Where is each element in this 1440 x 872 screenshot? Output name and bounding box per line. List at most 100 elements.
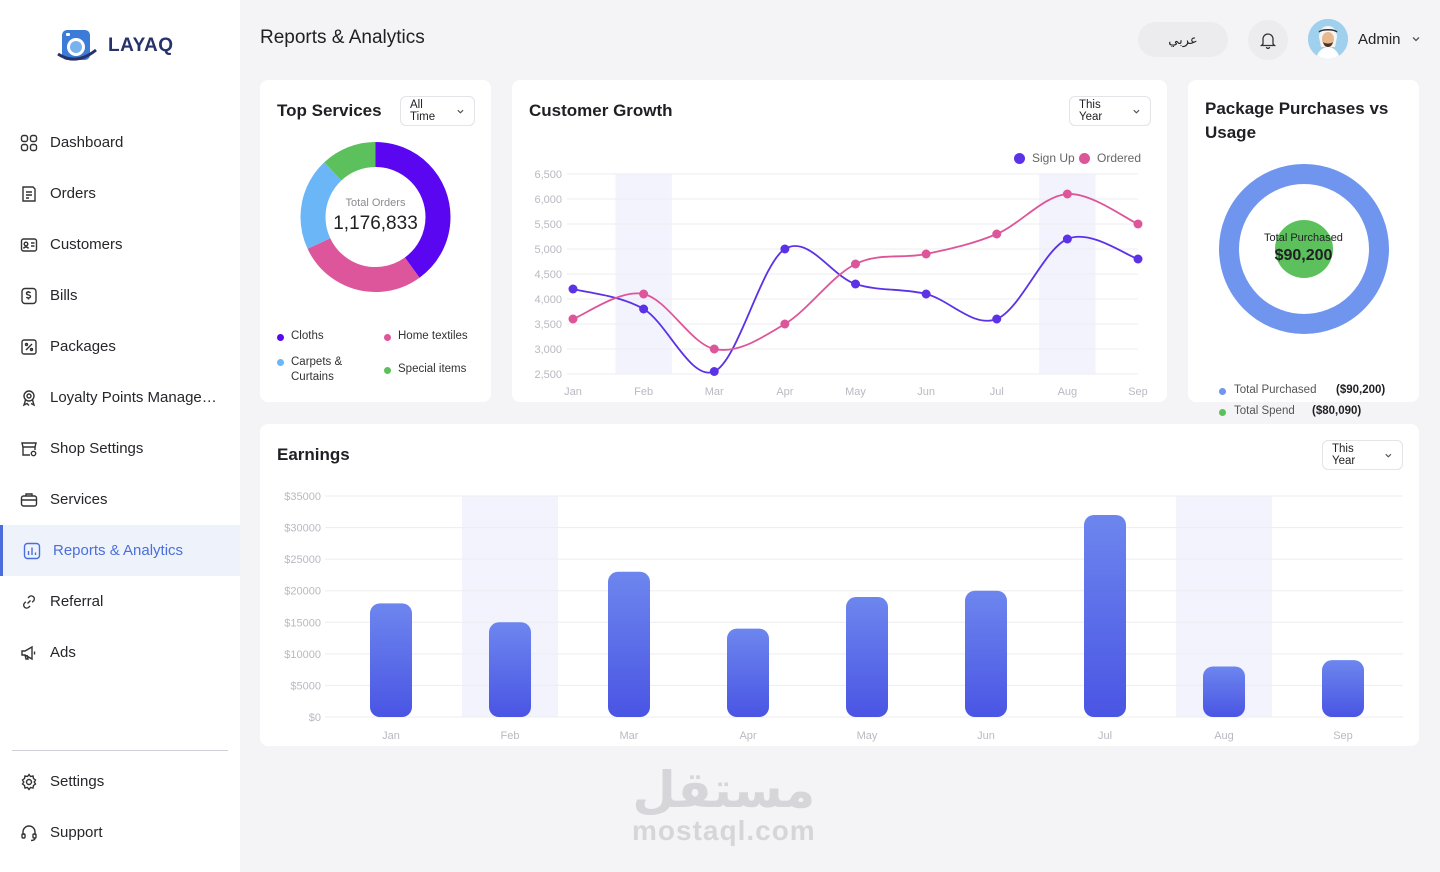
language-toggle-button[interactable]: عربي: [1138, 22, 1228, 57]
bar-mar: [608, 571, 650, 717]
legend-label: Sign Up: [1032, 151, 1075, 165]
earnings-card: Earnings This Year $0 $5000 $10000 $15000 $2…: [260, 424, 1419, 746]
data-point-ordered-may: [851, 259, 860, 269]
data-point-ordered-aug: [1062, 189, 1072, 199]
grid-icon: [20, 134, 38, 151]
x-tick-label-mar: Mar: [705, 386, 724, 398]
sidebar-item-loyalty-points[interactable]: Loyalty Points Management: [0, 372, 240, 423]
orders-icon: [22, 185, 36, 202]
x-tick-label-jul: Jul: [990, 386, 1004, 398]
data-point-sign-up-jun: [921, 289, 931, 299]
app-logo[interactable]: LAYAQ: [56, 28, 174, 64]
legend-dot: [277, 359, 284, 366]
sidebar-item-settings[interactable]: Settings: [0, 756, 240, 807]
sidebar-item-packages[interactable]: Packages: [0, 321, 240, 372]
sidebar-item-services[interactable]: Services: [0, 474, 240, 525]
sidebar-item-referral[interactable]: Referral: [0, 576, 240, 627]
sidebar-item-label: Dashboard: [50, 134, 124, 151]
legend-value: ($80,090): [1312, 405, 1362, 417]
x-tick-label-feb: Feb: [634, 386, 653, 398]
earnings-filter-dropdown[interactable]: This Year: [1322, 440, 1403, 470]
avatar: [1308, 19, 1348, 59]
bar-may: [846, 597, 888, 717]
sidebar-item-label: Reports & Analytics: [53, 542, 184, 559]
legend-label: Ordered: [1097, 151, 1142, 165]
y-tick-label: $30000: [284, 523, 321, 535]
sidebar-item-reports-analytics[interactable]: Reports & Analytics: [0, 525, 240, 576]
sidebar-item-shop-settings[interactable]: Shop Settings: [0, 423, 240, 474]
data-point-ordered-mar: [709, 344, 719, 354]
sidebar-item-orders[interactable]: Orders: [0, 168, 240, 219]
x-tick-label-mar: Mar: [620, 730, 639, 742]
y-tick-label: $25000: [284, 554, 321, 566]
data-point-sign-up-aug: [1062, 234, 1072, 244]
donut-slice-special-items: [300, 142, 451, 292]
user-menu[interactable]: Admin: [1308, 19, 1421, 59]
legend-item-ordered: Ordered: [1079, 151, 1141, 165]
legend-dot: [277, 334, 284, 341]
y-tick-label: 4,500: [534, 269, 562, 281]
top-bar: Reports & Analytics عربي Admin: [240, 0, 1440, 78]
series-line-sign-up: [572, 236, 1139, 374]
link-icon: [23, 594, 35, 609]
watermark-arabic: مستقل: [632, 761, 816, 819]
top-services-filter-dropdown[interactable]: All Time: [400, 96, 475, 126]
sidebar-bottom-nav: Settings Support: [0, 756, 240, 858]
briefcase-icon: [20, 492, 38, 507]
watermark: مستقل mostaql.com: [632, 764, 816, 846]
sidebar-item-customers[interactable]: Customers: [0, 219, 240, 270]
customer-growth-filter-dropdown[interactable]: This Year: [1069, 96, 1151, 126]
legend-item-special-items: Special items: [384, 363, 466, 375]
y-tick-label: $5000: [290, 680, 321, 692]
sidebar-item-dashboard[interactable]: Dashboard: [0, 117, 240, 168]
legend-dot: [1219, 388, 1226, 395]
filter-value: All Time: [410, 99, 436, 123]
customer-growth-line-chart: 2,500 3,000 3,500 4,000 4,500 5,000 5,500 6,000…: [534, 169, 1147, 398]
sidebar-item-support[interactable]: Support: [0, 807, 240, 858]
chevron-down-icon: [1385, 453, 1392, 458]
app-name: LAYAQ: [108, 35, 174, 56]
y-tick-label: $15000: [284, 617, 321, 629]
user-name: Admin: [1358, 30, 1401, 48]
watermark-latin: mostaql.com: [632, 815, 816, 846]
filter-value: This Year: [1079, 99, 1103, 123]
legend-label: Special items: [398, 363, 467, 375]
x-tick-label-sep: Sep: [1333, 730, 1353, 742]
chart-icon: [23, 542, 41, 559]
data-point-ordered-jun: [921, 249, 931, 259]
customer-growth-card: Customer Growth This Year Sign Up Ordere…: [512, 80, 1167, 402]
x-tick-label-apr: Apr: [739, 730, 756, 742]
bar-feb: [489, 622, 531, 717]
x-tick-label-jan: Jan: [564, 386, 582, 398]
data-point-sign-up-may: [851, 279, 860, 289]
legend-dot: [1014, 153, 1025, 164]
package-purchases-title: Package Purchases vs Usage: [1205, 99, 1389, 142]
headset-icon: [21, 824, 37, 841]
y-tick-label: 4,000: [534, 294, 562, 306]
data-point-ordered-apr: [780, 319, 790, 329]
y-tick-label: $10000: [284, 649, 321, 661]
legend-dot: [1079, 153, 1090, 164]
legend-label: Total Spend: [1234, 405, 1295, 417]
sidebar-item-label: Support: [50, 824, 103, 841]
legend-item-carpets-curtains: Carpets & Curtains: [277, 355, 367, 385]
earnings-title: Earnings: [277, 445, 350, 464]
x-tick-label-apr: Apr: [776, 386, 793, 398]
legend-dot: [384, 367, 391, 374]
data-point-sign-up-sep: [1133, 254, 1143, 264]
y-tick-label: 6,000: [534, 194, 562, 206]
page-title: Reports & Analytics: [260, 27, 425, 48]
id-card-icon: [20, 237, 38, 252]
sidebar-item-ads[interactable]: Ads: [0, 627, 240, 678]
legend-label: Carpets & Curtains: [291, 356, 343, 383]
x-tick-label-jun: Jun: [977, 730, 995, 742]
sidebar-item-bills[interactable]: Bills: [0, 270, 240, 321]
filter-value: This Year: [1332, 443, 1356, 467]
package-icon: [21, 338, 37, 355]
bar-jan: [370, 603, 412, 717]
sidebar: LAYAQ Dashboard Orders Customers Bills P…: [0, 0, 240, 872]
notifications-button[interactable]: [1248, 20, 1288, 60]
sidebar-nav: Dashboard Orders Customers Bills Package…: [0, 117, 240, 678]
x-tick-label-may: May: [857, 730, 878, 742]
sidebar-divider: [12, 750, 228, 751]
